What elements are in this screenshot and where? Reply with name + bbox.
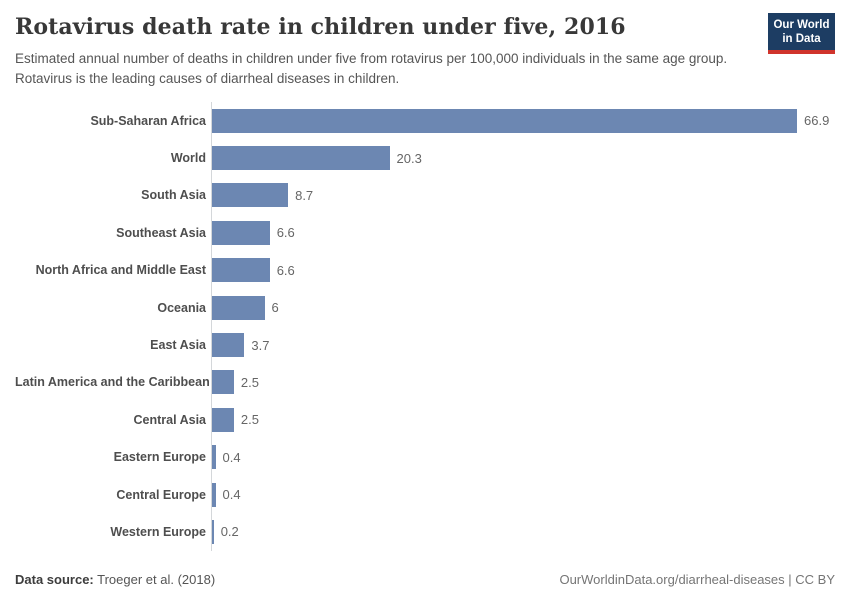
category-label: North Africa and Middle East [35, 263, 206, 278]
bar[interactable] [212, 295, 265, 320]
data-source-label: Data source: [15, 572, 94, 587]
bar-track: 2.5 [211, 363, 835, 402]
bar-track: 20.3 [211, 139, 835, 177]
bar[interactable] [212, 183, 289, 208]
bar[interactable] [212, 220, 270, 245]
value-label: 6 [271, 300, 279, 316]
bar-chart-rows: Sub-Saharan Africa 66.9 World 20.3 South… [15, 102, 835, 551]
value-label: 2.5 [240, 374, 259, 390]
header-text: Rotavirus death rate in children under f… [15, 12, 768, 89]
category-label: Central Europe [116, 487, 206, 502]
data-source-value: Troeger et al. (2018) [97, 572, 216, 587]
chart-title: Rotavirus death rate in children under f… [15, 14, 626, 40]
bar-track: 0.4 [211, 475, 835, 514]
bar[interactable] [212, 333, 245, 358]
bar[interactable] [212, 519, 214, 544]
category-label: East Asia [150, 338, 206, 353]
value-label: 8.7 [295, 187, 314, 203]
bar-track: 66.9 [211, 102, 835, 140]
bar-track: 0.2 [211, 513, 835, 551]
data-source: Data source: Troeger et al. (2018) [15, 572, 215, 587]
category-label: South Asia [141, 188, 206, 203]
chart-row: North Africa and Middle East 6.6 [15, 251, 835, 289]
owid-logo[interactable]: Our World in Data [768, 13, 835, 54]
value-label: 3.7 [251, 337, 270, 353]
value-label: 0.2 [220, 524, 239, 540]
bar[interactable] [212, 370, 234, 395]
bar-track: 2.5 [211, 401, 835, 439]
chart-row: Sub-Saharan Africa 66.9 [15, 102, 835, 140]
logo-line-1: Our World [773, 19, 830, 31]
category-label: Eastern Europe [113, 450, 206, 465]
chart-row: Western Europe 0.2 [15, 513, 835, 551]
bar-track: 6.6 [211, 214, 835, 252]
value-label: 0.4 [222, 449, 241, 465]
chart-header: Rotavirus death rate in children under f… [15, 12, 835, 89]
chart-row: Eastern Europe 0.4 [15, 438, 835, 476]
bar[interactable] [212, 146, 390, 171]
credit-line: OurWorldinData.org/diarrheal-diseases | … [559, 572, 835, 587]
category-label: Sub-Saharan Africa [90, 113, 206, 128]
value-label: 6.6 [276, 225, 295, 241]
bar-track: 8.7 [211, 176, 835, 215]
chart-row: Southeast Asia 6.6 [15, 214, 835, 252]
chart-row: Latin America and the Caribbean 2.5 [15, 363, 835, 402]
category-label: Southeast Asia [116, 225, 206, 240]
chart-row: Central Europe 0.4 [15, 475, 835, 514]
chart-row: South Asia 8.7 [15, 176, 835, 215]
chart-row: World 20.3 [15, 139, 835, 177]
bar[interactable] [212, 445, 216, 470]
logo-line-2: in Data [782, 32, 821, 45]
bar[interactable] [212, 482, 216, 507]
category-label: Oceania [157, 300, 206, 315]
chart-row: Central Asia 2.5 [15, 401, 835, 439]
value-label: 6.6 [276, 262, 295, 278]
value-label: 66.9 [804, 113, 830, 129]
chart-row: East Asia 3.7 [15, 326, 835, 364]
value-label: 20.3 [396, 150, 422, 166]
bar[interactable] [212, 258, 270, 283]
bar-track: 6.6 [211, 251, 835, 289]
value-label: 0.4 [222, 487, 241, 503]
chart-footer: Data source: Troeger et al. (2018) OurWo… [15, 572, 835, 587]
bar-track: 6 [211, 288, 835, 327]
category-label: Latin America and the Caribbean [15, 375, 210, 390]
category-label: World [170, 151, 206, 166]
bar[interactable] [212, 108, 797, 133]
category-label: Western Europe [110, 524, 206, 539]
value-label: 2.5 [240, 412, 259, 428]
bar-chart: Sub-Saharan Africa 66.9 World 20.3 South… [15, 102, 835, 551]
bar-track: 3.7 [211, 326, 835, 364]
bar[interactable] [212, 407, 234, 432]
bar-track: 0.4 [211, 438, 835, 476]
chart-subtitle: Estimated annual number of deaths in chi… [15, 51, 728, 86]
category-label: Central Asia [133, 412, 206, 427]
chart-row: Oceania 6 [15, 288, 835, 327]
